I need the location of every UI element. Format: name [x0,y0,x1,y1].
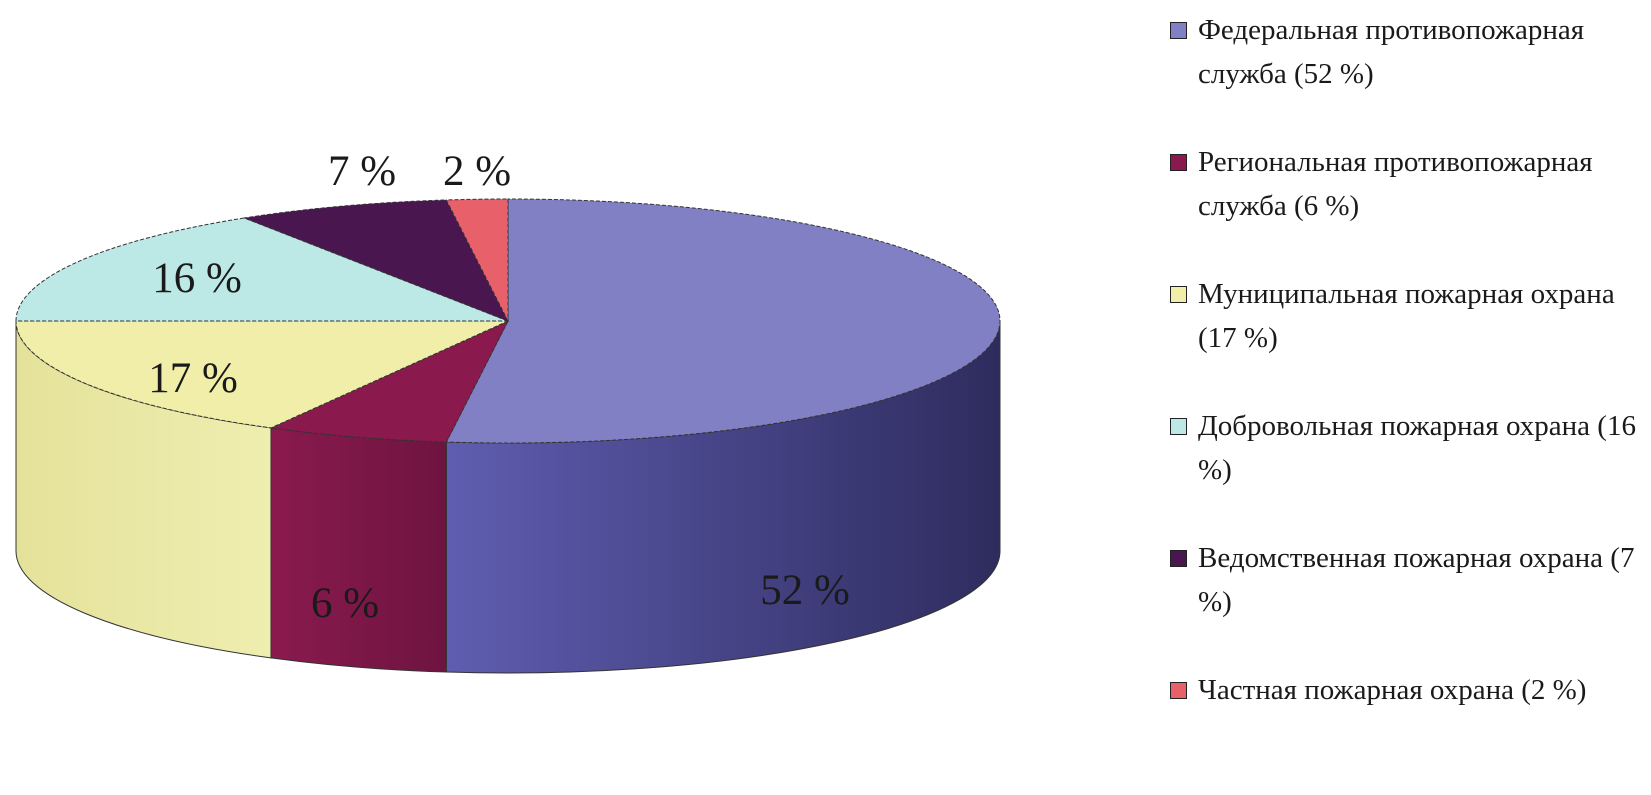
pie-slice-regional [269,319,510,443]
legend-label-departmental: Ведомственная пожарная охрана (7 %) [1198,542,1635,618]
pie-slice-federal [445,198,1001,444]
legend-swatch-private [1170,682,1187,699]
pie-value-label-private: 2 % [443,148,511,195]
pie-side-walls [15,320,1001,674]
legend-label-volunteer: Добровольная пожарная охрана (16 %) [1198,410,1636,486]
pie-slices [15,198,1001,444]
pie-chart-svg: 52 % 6 % 17 % 16 % 7 % 2 % [15,148,1001,674]
pie-value-label-regional: 6 % [311,580,379,627]
pie-value-label-departmental: 7 % [328,148,396,195]
pie-slice-departmental [242,199,510,322]
pie-slice-volunteer [15,217,509,322]
pie-value-label-municipal: 17 % [148,355,238,402]
legend-swatch-regional [1170,154,1187,171]
pie-value-label-volunteer: 16 % [152,255,242,302]
legend-label-private: Частная пожарная охрана (2 %) [1198,674,1587,706]
pie-slice-private [445,198,509,322]
pie-value-labels: 52 % 6 % 17 % 16 % 7 % 2 % [148,148,850,627]
pie-side-regional [270,427,447,673]
pie-slice-municipal [15,320,509,429]
legend-swatch-federal [1170,22,1187,39]
legend-label-municipal: Муниципальная пожарная охрана (17 %) [1198,278,1615,354]
legend-label-federal: Федеральная противопожарная служба (52 %… [1198,14,1585,90]
legend-label-regional: Региональная противопожарная служба (6 %… [1198,146,1593,222]
legend-swatch-municipal [1170,286,1187,303]
pie-value-label-federal: 52 % [760,567,850,614]
pie-chart: 52 % 6 % 17 % 16 % 7 % 2 % [15,148,1001,674]
legend-swatch-departmental [1170,550,1187,567]
legend-swatch-volunteer [1170,418,1187,435]
